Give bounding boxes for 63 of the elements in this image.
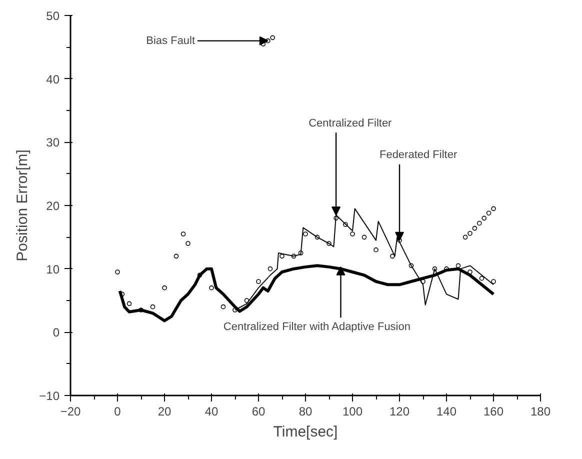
x-tick-label: 60: [252, 404, 266, 418]
point: [350, 232, 355, 236]
point: [456, 263, 461, 268]
point: [186, 241, 190, 246]
x-tick-label: 100: [342, 404, 363, 418]
point: [268, 266, 273, 272]
point: [462, 234, 468, 240]
point: [256, 279, 261, 284]
point: [115, 270, 120, 274]
point: [280, 254, 284, 259]
y-axis-title: Position Error[m]: [14, 150, 32, 262]
x-tick-label: 180: [530, 404, 551, 418]
x-tick-label: 80: [298, 404, 312, 418]
point: [477, 220, 482, 226]
y-tick-label: 40: [46, 72, 60, 86]
point: [162, 285, 167, 290]
annotation: Centralized Filter with Adaptive Fusion: [223, 320, 410, 333]
point: [314, 234, 320, 240]
x-tick-label: 120: [389, 404, 410, 418]
x-tick-label: 20: [158, 404, 172, 418]
y-tick-label: 10: [46, 262, 60, 276]
point: [390, 254, 395, 259]
y-tick-label: 50: [46, 9, 60, 23]
point: [491, 279, 496, 284]
point: [482, 216, 486, 221]
annotation: Federated Filter: [379, 149, 458, 162]
point: [491, 206, 496, 212]
point: [244, 298, 250, 303]
point: [150, 304, 156, 310]
point: [126, 301, 132, 306]
point: [362, 234, 367, 240]
point: [298, 250, 304, 256]
point: [291, 254, 296, 259]
point: [432, 266, 438, 272]
x-tick-label: 140: [436, 404, 457, 418]
y-tick-label: 0: [52, 326, 60, 340]
point: [374, 247, 378, 252]
y-tick-label: 20: [46, 199, 60, 213]
point: [420, 279, 426, 284]
x-tick-label: 160: [483, 404, 504, 418]
annotation: Bias Fault: [146, 34, 196, 47]
point: [343, 222, 348, 227]
y-tick-label: 30: [46, 136, 60, 150]
point: [174, 254, 179, 259]
x-tick-label: −20: [60, 404, 82, 418]
x-axis-title: Time[sec]: [273, 424, 338, 440]
point: [270, 35, 275, 40]
point: [180, 232, 186, 236]
point: [408, 263, 414, 268]
annotation: Centralized Filter: [308, 118, 392, 130]
point: [486, 210, 492, 216]
x-tick-label: 0: [114, 404, 122, 418]
point: [303, 232, 308, 236]
point: [326, 241, 332, 246]
point: [468, 230, 472, 236]
x-tick-label: 40: [204, 404, 218, 418]
point: [209, 285, 214, 290]
point: [472, 226, 478, 231]
point: [220, 304, 226, 310]
y-tick-label: −10: [39, 389, 60, 403]
point: [334, 216, 338, 221]
point: [479, 276, 484, 281]
point: [468, 270, 472, 274]
